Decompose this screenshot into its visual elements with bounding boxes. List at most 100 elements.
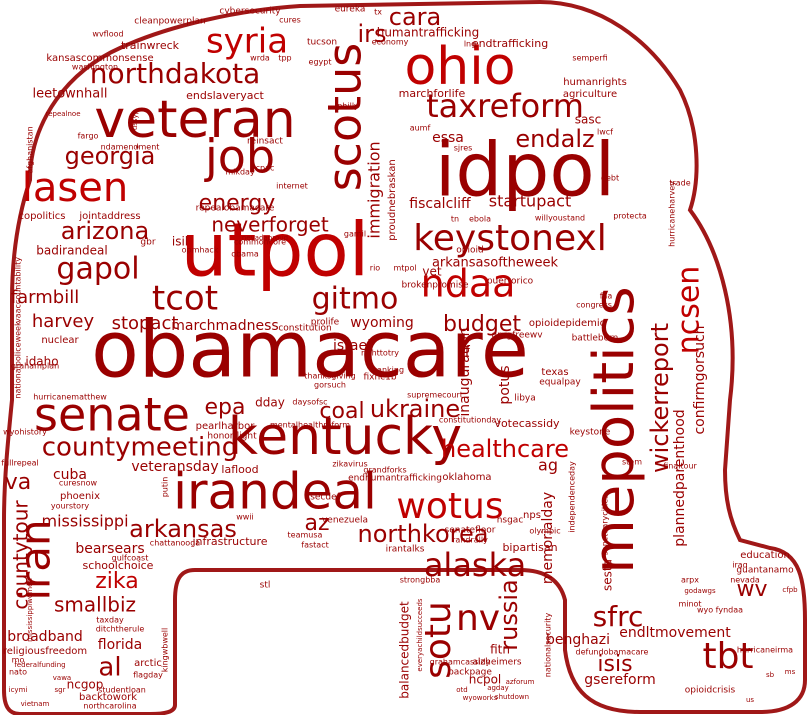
cloud-word: tx bbox=[374, 8, 382, 17]
cloud-word: ms bbox=[785, 668, 796, 676]
cloud-word: stl bbox=[260, 581, 271, 591]
cloud-word: sb bbox=[766, 671, 775, 679]
cloud-word: endslaveryact bbox=[186, 89, 264, 102]
cloud-word: endltmovement bbox=[619, 625, 731, 641]
cloud-word: brokenpromise bbox=[401, 281, 469, 291]
cloud-word: sjres bbox=[454, 144, 473, 153]
cloud-word: sfrc bbox=[593, 600, 644, 633]
cloud-word: federalfunding bbox=[14, 661, 65, 669]
cloud-word: vaaccountability bbox=[14, 257, 23, 323]
cloud-word: ndamendment bbox=[101, 143, 160, 152]
cloud-word: ncpol bbox=[469, 673, 502, 687]
cloud-word: finaltour bbox=[663, 462, 697, 471]
cloud-word: tbt bbox=[702, 636, 753, 677]
cloud-word: startupact bbox=[489, 192, 571, 211]
cloud-word: oklahoma bbox=[442, 472, 491, 483]
cloud-word: gorsuch bbox=[314, 381, 346, 390]
cloud-word: endtrafficking bbox=[472, 37, 548, 50]
cloud-word: independenceday bbox=[568, 461, 577, 533]
cloud-word: taxreform bbox=[426, 87, 584, 125]
cloud-word: ff bbox=[460, 344, 470, 360]
cloud-word: arkansasoftheweek bbox=[432, 256, 559, 271]
cloud-word: righttotry bbox=[361, 349, 399, 358]
cloud-word: endhumantrafficking bbox=[348, 474, 442, 484]
cloud-word: ukraine bbox=[370, 395, 460, 423]
cloud-word: daysofsc bbox=[292, 398, 327, 407]
cloud-word: battleborn bbox=[572, 334, 619, 344]
cloud-word: leetownhall bbox=[33, 87, 108, 102]
cloud-word: tpp bbox=[278, 54, 291, 63]
cloud-word: us bbox=[746, 696, 754, 704]
cloud-word: confirmgorsuch bbox=[692, 325, 708, 434]
cloud-word: healthcare bbox=[441, 435, 569, 463]
cloud-word: hsgac bbox=[497, 516, 524, 526]
cloud-word: kansascommonsense bbox=[46, 53, 153, 64]
cloud-word: banking bbox=[372, 366, 404, 375]
cloud-word: job bbox=[204, 130, 275, 184]
cloud-word: drugfreewv bbox=[491, 331, 543, 341]
cloud-word: trainwreck bbox=[121, 39, 180, 52]
cloud-word: mtpol bbox=[393, 264, 416, 273]
cloud-word: northkorea bbox=[358, 520, 489, 548]
cloud-word: ncsen bbox=[672, 266, 707, 355]
cloud-word: smallbiz bbox=[54, 593, 136, 617]
cloud-word: alzheimers bbox=[472, 658, 521, 668]
cloud-word: obama bbox=[231, 250, 259, 259]
cloud-word: wotus bbox=[396, 486, 503, 527]
cloud-word: opioid bbox=[456, 246, 483, 256]
cloud-word: kingwbwell bbox=[161, 628, 170, 673]
cloud-word: wyohistory bbox=[3, 428, 47, 437]
cloud-word: schoolchoice bbox=[83, 559, 154, 572]
cloud-word: essa bbox=[432, 130, 464, 146]
cloud-word: afghanistan bbox=[26, 126, 35, 173]
cloud-word: nationalpoliceweek bbox=[14, 321, 23, 399]
cloud-word: va bbox=[5, 470, 32, 495]
cloud-word: immigration bbox=[365, 141, 384, 238]
cloud-word: vawa bbox=[53, 674, 71, 682]
cloud-word: nv bbox=[456, 598, 500, 639]
cloud-word: sanctuarycities bbox=[601, 495, 610, 556]
cloud-word: jointaddress bbox=[78, 211, 140, 222]
cloud-word: endalz bbox=[515, 125, 594, 153]
cloud-word: constitution bbox=[278, 324, 331, 334]
cloud-word: nuclear bbox=[41, 335, 79, 346]
cloud-word: veteransday bbox=[131, 459, 218, 475]
cloud-word: florida bbox=[98, 637, 143, 653]
cloud-word: chattanooga bbox=[150, 539, 200, 548]
cloud-word: opioidcrisis bbox=[685, 686, 736, 696]
cloud-word: prolife bbox=[311, 318, 340, 328]
cloud-word: mepolitics bbox=[582, 286, 647, 573]
cloud-word: georgia bbox=[65, 142, 156, 170]
cloud-word: keystone bbox=[570, 428, 611, 438]
cloud-word: senate bbox=[34, 388, 190, 442]
cloud-word: phoenix bbox=[60, 491, 100, 502]
cloud-word: gapol bbox=[56, 252, 139, 287]
cloud-word: nato bbox=[9, 668, 27, 677]
cloud-word: puertorico bbox=[487, 277, 534, 287]
cloud-word: arctic bbox=[134, 658, 162, 669]
cloud-word: backtowork bbox=[79, 692, 137, 703]
cloud-word: vet bbox=[422, 265, 441, 279]
cloud-word: faa bbox=[600, 292, 613, 301]
cloud-word: proudnebraskan bbox=[387, 159, 398, 240]
cloud-word: keystonexl bbox=[413, 218, 607, 259]
cloud-word: gbr bbox=[140, 238, 155, 248]
cloud-word: sotu bbox=[418, 601, 459, 679]
cloud-word: tn bbox=[451, 215, 459, 224]
cloud-word: cybersecurity bbox=[219, 7, 281, 17]
cloud-word: stem bbox=[622, 458, 642, 467]
cloud-word: stopact bbox=[112, 313, 179, 334]
cloud-word: tcot bbox=[152, 279, 218, 319]
cloud-word: mo bbox=[12, 656, 25, 665]
cloud-word: gamil bbox=[344, 230, 366, 239]
cloud-word: hurricaneharvey bbox=[668, 181, 677, 247]
cloud-word: iraq bbox=[732, 561, 748, 570]
cloud-word: countymeeting bbox=[42, 433, 238, 463]
cloud-word: potus bbox=[497, 365, 513, 404]
cloud-word: backpage bbox=[448, 668, 492, 678]
cloud-word: senatefloor bbox=[445, 526, 496, 536]
cloud-word: egypt bbox=[309, 58, 332, 67]
cloud-word: syria bbox=[206, 22, 288, 62]
cloud-word: lng bbox=[464, 40, 476, 49]
cloud-word: nevada bbox=[730, 576, 760, 585]
